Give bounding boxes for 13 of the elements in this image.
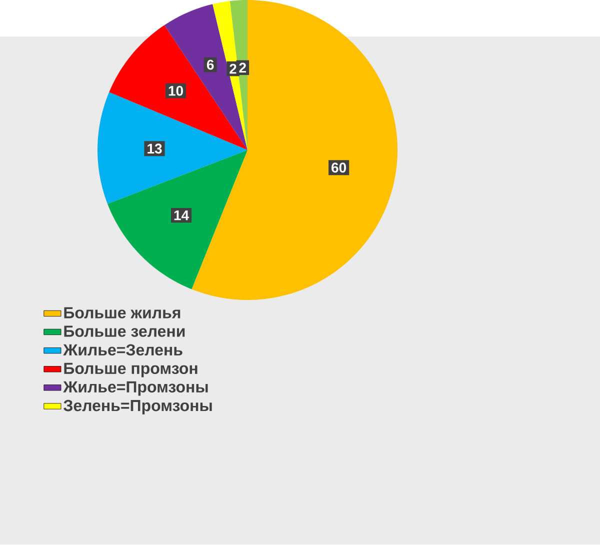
data-label: 13 bbox=[148, 144, 162, 154]
data-label: 14 bbox=[174, 210, 189, 220]
data-label: 6 bbox=[206, 60, 214, 70]
legend-label: Зелень=Промзоны bbox=[64, 400, 212, 415]
legend-label: Больше промзон bbox=[64, 363, 198, 378]
data-label: 60 bbox=[332, 162, 346, 173]
data-label: 10 bbox=[168, 86, 183, 96]
data-label: 2 bbox=[230, 64, 236, 74]
legend-label: Жилье=Промзоны bbox=[63, 382, 208, 396]
legend-label: Больше жилья bbox=[64, 307, 180, 319]
legend-label: Больше зелени bbox=[64, 326, 185, 338]
data-label: 2 bbox=[239, 62, 246, 73]
legend-label: Жилье=Зелень bbox=[63, 344, 182, 356]
